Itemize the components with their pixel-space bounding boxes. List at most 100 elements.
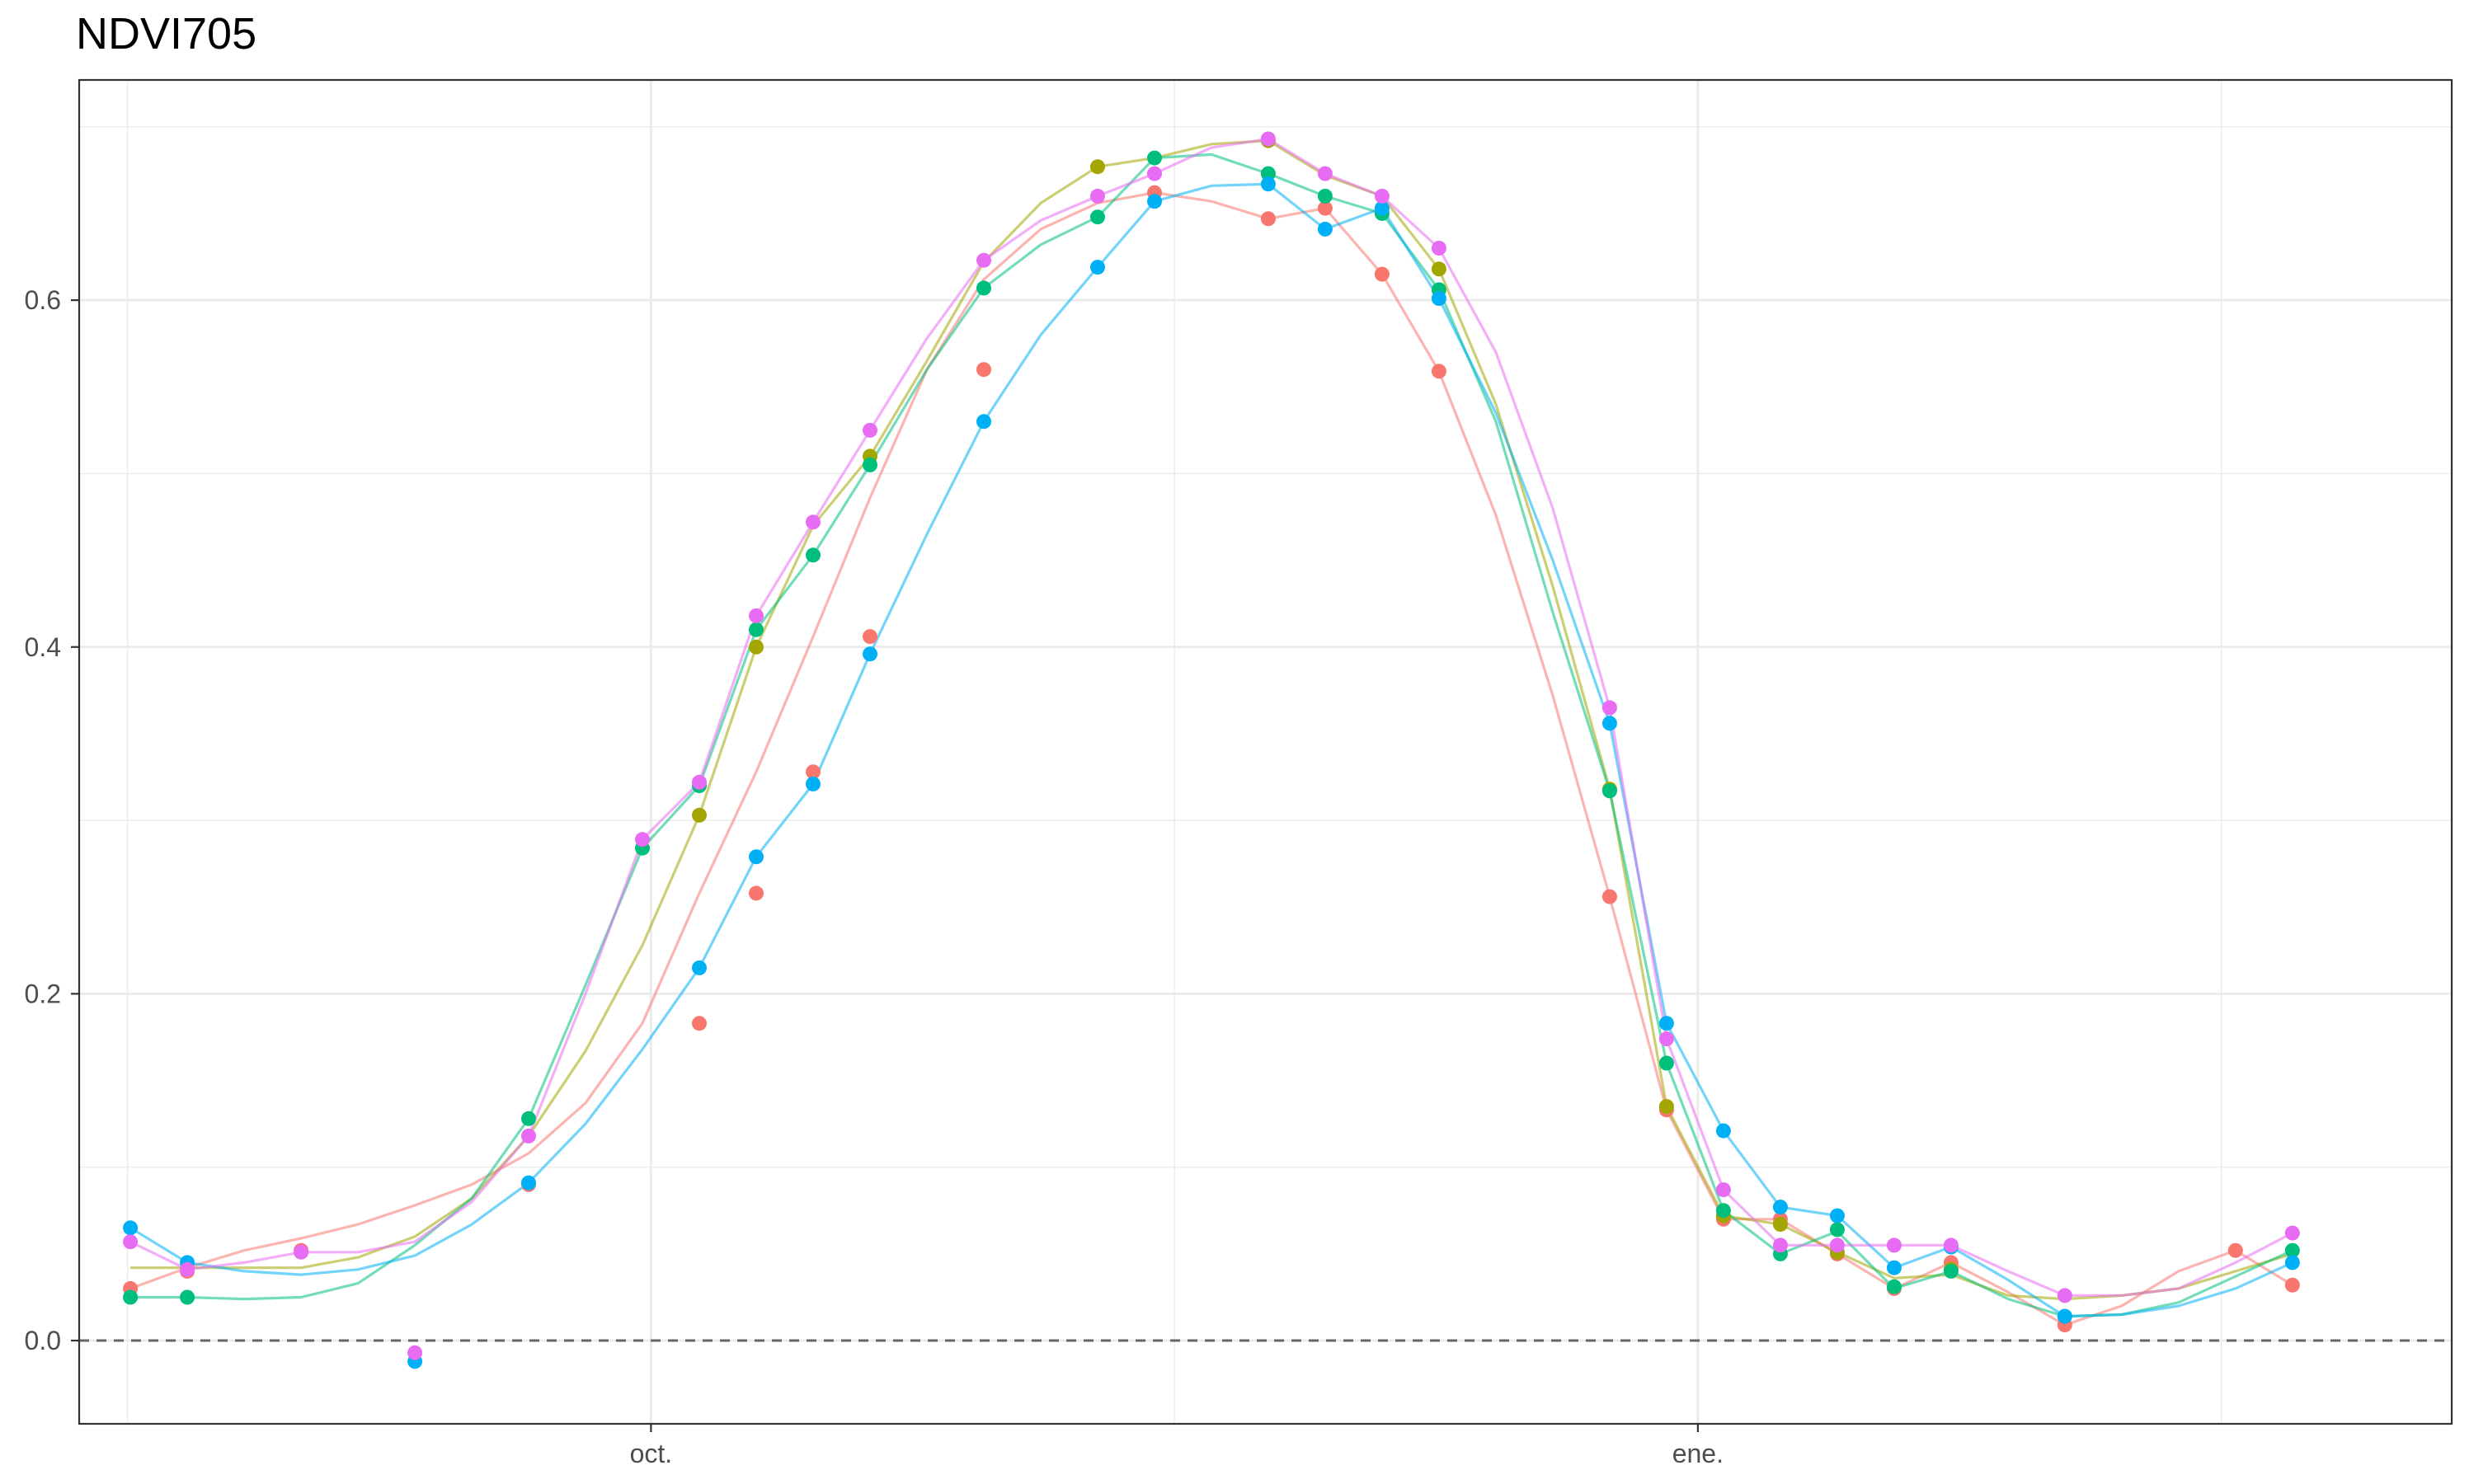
data-point-series-5 bbox=[1829, 1237, 1845, 1253]
data-point-series-4 bbox=[1090, 260, 1105, 275]
data-point-series-4 bbox=[1886, 1260, 1902, 1275]
y-tick-label: 0.4 bbox=[25, 632, 61, 662]
data-point-series-5 bbox=[692, 774, 707, 790]
data-point-series-5 bbox=[294, 1244, 309, 1260]
y-tick-label: 0.2 bbox=[25, 979, 61, 1008]
data-point-series-3 bbox=[1260, 166, 1276, 181]
data-point-series-5 bbox=[976, 252, 991, 268]
data-point-series-2 bbox=[749, 639, 764, 655]
data-point-series-1 bbox=[749, 885, 764, 901]
data-point-series-3 bbox=[1317, 188, 1333, 204]
data-point-series-3 bbox=[1658, 1055, 1674, 1071]
data-point-series-3 bbox=[976, 280, 991, 296]
data-point-series-4 bbox=[1602, 716, 1617, 731]
data-point-series-5 bbox=[1772, 1237, 1788, 1253]
data-point-series-5 bbox=[1374, 188, 1390, 204]
data-point-series-5 bbox=[2284, 1225, 2300, 1241]
data-point-series-1 bbox=[806, 764, 821, 780]
data-point-series-1 bbox=[2284, 1277, 2300, 1293]
data-point-series-3 bbox=[1602, 783, 1617, 799]
data-point-series-4 bbox=[1715, 1123, 1731, 1139]
data-point-series-1 bbox=[2227, 1242, 2243, 1258]
data-point-series-1 bbox=[1374, 266, 1390, 282]
data-point-series-3 bbox=[180, 1289, 195, 1305]
data-point-series-2 bbox=[1431, 261, 1446, 277]
data-point-series-4 bbox=[1772, 1200, 1788, 1215]
series-line-1 bbox=[129, 191, 2293, 1327]
data-point-series-3 bbox=[1829, 1222, 1845, 1237]
data-point-series-2 bbox=[1090, 159, 1105, 175]
x-axis: oct. ene. bbox=[630, 1424, 1724, 1468]
data-point-series-3 bbox=[1715, 1203, 1731, 1219]
data-point-series-5 bbox=[407, 1345, 423, 1360]
data-point-series-3 bbox=[1886, 1279, 1902, 1294]
data-point-series-5 bbox=[1658, 1031, 1674, 1047]
data-point-series-3 bbox=[1090, 209, 1105, 225]
series-points bbox=[123, 131, 2300, 1369]
y-axis: 0.0 0.2 0.4 0.6 bbox=[25, 285, 79, 1355]
data-point-series-1 bbox=[1602, 889, 1617, 904]
series-line-3 bbox=[130, 153, 2293, 1318]
data-point-series-1 bbox=[863, 629, 877, 645]
data-point-series-4 bbox=[1374, 200, 1390, 216]
data-point-series-1 bbox=[692, 1016, 707, 1031]
data-point-series-1 bbox=[976, 362, 991, 378]
data-point-series-4 bbox=[863, 646, 877, 662]
series-line-4 bbox=[129, 182, 2293, 1318]
data-point-series-5 bbox=[123, 1234, 139, 1250]
data-point-series-5 bbox=[521, 1128, 536, 1144]
data-point-series-3 bbox=[2284, 1242, 2300, 1258]
data-point-series-5 bbox=[180, 1261, 195, 1277]
data-point-series-5 bbox=[2057, 1288, 2072, 1303]
data-point-series-4 bbox=[1829, 1208, 1845, 1223]
data-point-series-3 bbox=[863, 457, 877, 472]
data-point-series-5 bbox=[806, 514, 821, 530]
data-point-series-4 bbox=[1147, 194, 1162, 209]
series-line-5 bbox=[129, 137, 2293, 1298]
data-point-series-3 bbox=[749, 622, 764, 637]
data-point-series-4 bbox=[806, 776, 821, 791]
series-line-2 bbox=[130, 139, 2293, 1301]
data-point-series-1 bbox=[1260, 211, 1276, 227]
data-point-series-1 bbox=[1431, 364, 1446, 379]
data-point-series-5 bbox=[1715, 1182, 1731, 1198]
data-point-series-3 bbox=[806, 547, 821, 563]
data-point-series-3 bbox=[123, 1289, 139, 1305]
data-point-series-2 bbox=[1772, 1217, 1788, 1233]
data-point-series-4 bbox=[521, 1175, 536, 1190]
data-point-series-4 bbox=[2284, 1255, 2300, 1270]
data-point-series-3 bbox=[1147, 150, 1162, 166]
data-point-series-5 bbox=[1317, 166, 1333, 181]
plot-panel-border bbox=[78, 78, 2453, 1425]
data-point-series-2 bbox=[1658, 1099, 1674, 1115]
data-point-series-4 bbox=[749, 849, 764, 865]
data-point-series-2 bbox=[692, 807, 707, 823]
grid-minor bbox=[79, 80, 2452, 1424]
data-point-series-4 bbox=[1260, 176, 1276, 192]
data-point-series-4 bbox=[1317, 221, 1333, 237]
chart-title: NDVI705 bbox=[76, 9, 257, 59]
data-point-series-5 bbox=[1943, 1237, 1959, 1253]
data-point-series-5 bbox=[749, 608, 764, 623]
data-point-series-5 bbox=[863, 422, 877, 438]
data-point-series-4 bbox=[2057, 1308, 2072, 1324]
data-point-series-5 bbox=[1090, 188, 1105, 204]
data-point-series-5 bbox=[1602, 700, 1617, 716]
series-lines bbox=[129, 137, 2293, 1327]
data-point-series-3 bbox=[1943, 1263, 1959, 1279]
data-point-series-4 bbox=[692, 960, 707, 975]
y-tick-label: 0.6 bbox=[25, 285, 61, 315]
data-point-series-5 bbox=[1147, 166, 1162, 181]
data-point-series-5 bbox=[1260, 131, 1276, 147]
y-tick-label: 0.0 bbox=[25, 1326, 61, 1355]
x-tick-label: oct. bbox=[630, 1439, 673, 1468]
data-point-series-3 bbox=[521, 1111, 536, 1126]
data-point-series-4 bbox=[123, 1220, 139, 1236]
data-point-series-1 bbox=[1317, 200, 1333, 216]
grid-major bbox=[79, 80, 2452, 1424]
x-tick-label: ene. bbox=[1672, 1439, 1724, 1468]
data-point-series-4 bbox=[976, 414, 991, 430]
data-point-series-5 bbox=[1886, 1237, 1902, 1253]
